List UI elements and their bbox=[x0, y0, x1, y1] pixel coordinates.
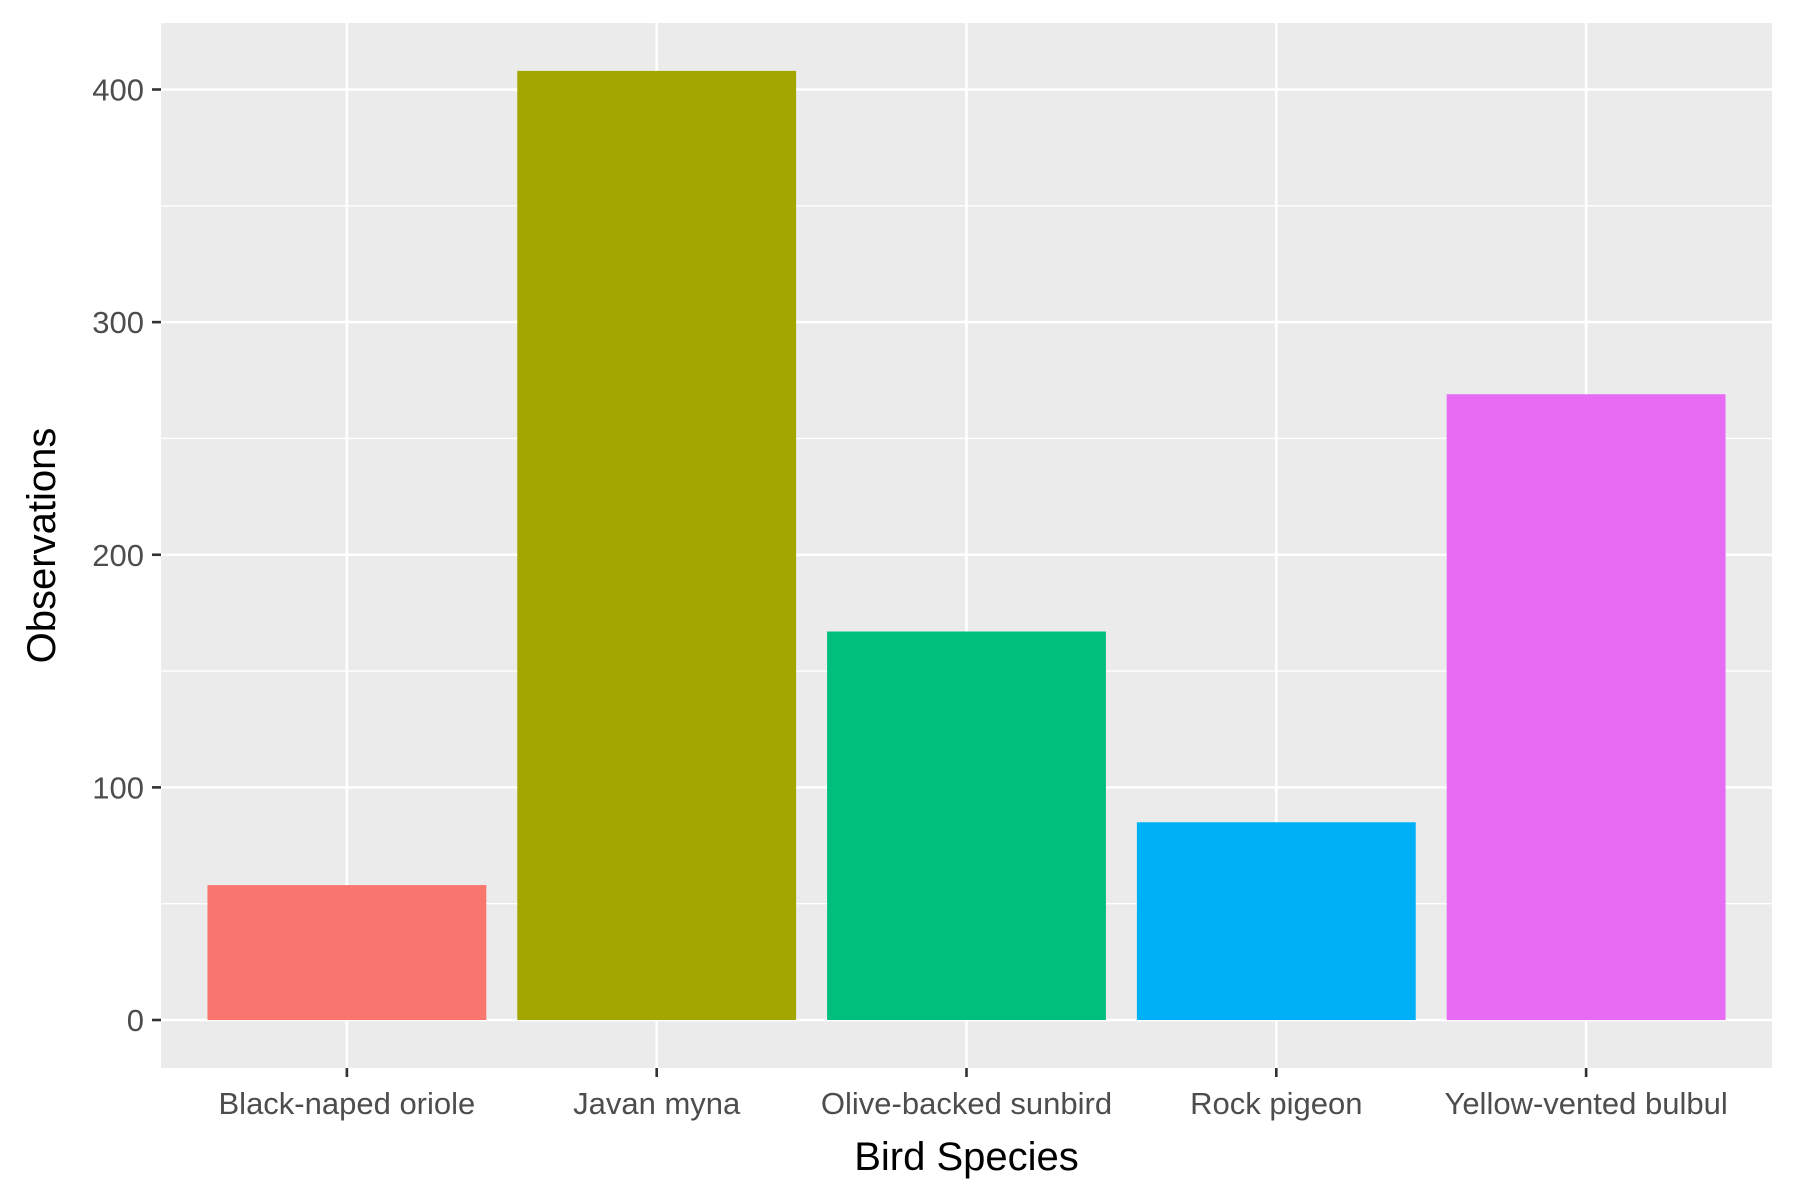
bar bbox=[1446, 394, 1726, 1020]
bar bbox=[517, 70, 797, 1020]
y-tick-label: 300 bbox=[92, 305, 144, 340]
x-axis: Black-naped oriole Javan myna Olive-backed… bbox=[219, 1068, 1728, 1121]
y-axis: 0 100 200 300 400 bbox=[92, 73, 161, 1038]
y-axis-title: Observations bbox=[20, 428, 64, 664]
x-tick-label: Olive-backed sunbird bbox=[821, 1086, 1112, 1121]
x-tick-label: Rock pigeon bbox=[1190, 1086, 1362, 1121]
bar bbox=[1136, 822, 1416, 1020]
y-tick-label: 0 bbox=[127, 1003, 144, 1038]
x-tick-label: Yellow-vented bulbul bbox=[1444, 1086, 1727, 1121]
x-tick-label: Black-naped oriole bbox=[219, 1086, 476, 1121]
bars-group bbox=[207, 70, 1726, 1020]
y-tick-label: 200 bbox=[92, 538, 144, 573]
x-axis-title: Bird Species bbox=[854, 1135, 1079, 1179]
x-tick-label: Javan myna bbox=[573, 1086, 741, 1121]
y-tick-label: 100 bbox=[92, 770, 144, 805]
bar bbox=[827, 631, 1106, 1020]
y-tick-label: 400 bbox=[92, 73, 144, 108]
bar bbox=[207, 885, 487, 1020]
